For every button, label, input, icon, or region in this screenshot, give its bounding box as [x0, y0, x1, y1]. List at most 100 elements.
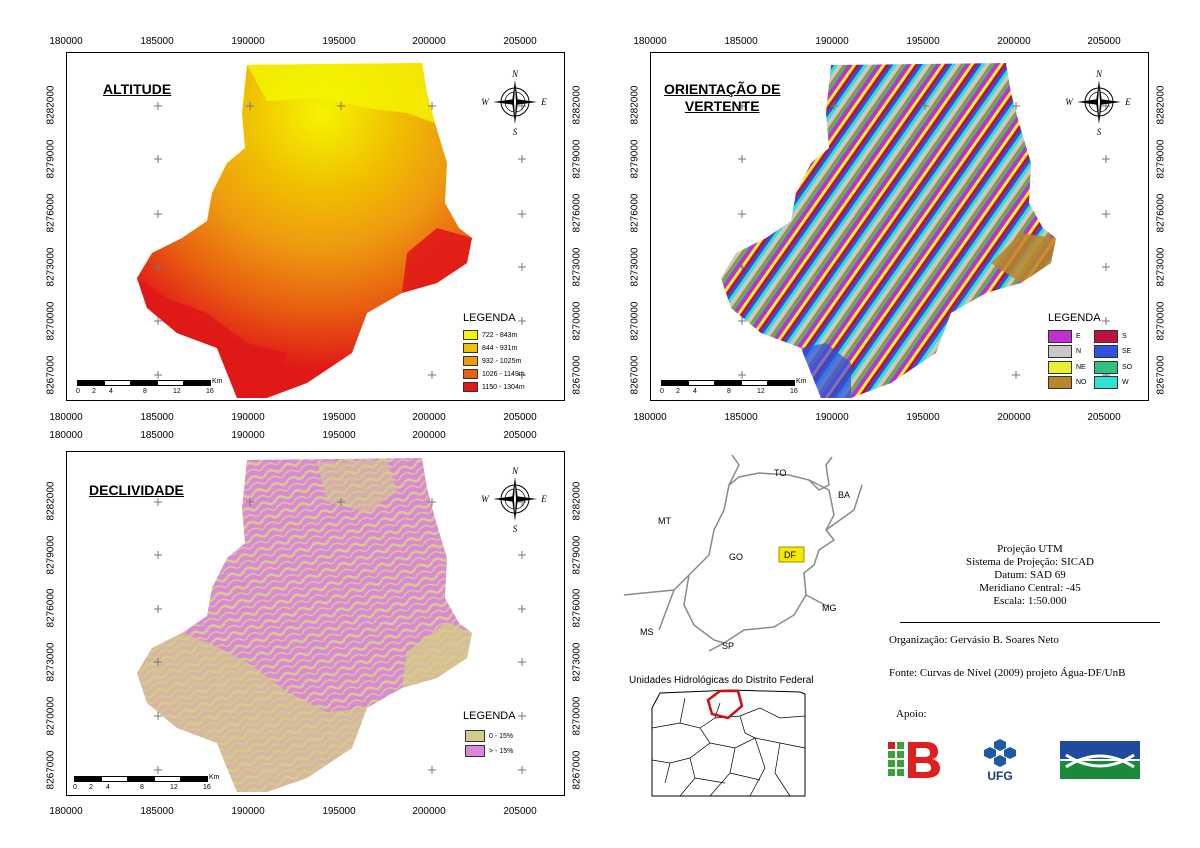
y-tick-label: 8270000 — [45, 696, 57, 736]
hydro-unit-selected — [706, 689, 744, 720]
y-tick-label: 8270000 — [629, 301, 641, 341]
legend-swatch — [463, 330, 478, 340]
x-tick-label: 185000 — [140, 806, 174, 817]
altitude-title: ALTITUDE — [103, 81, 172, 97]
x-tick-label: 200000 — [412, 430, 446, 441]
x-tick-label: 185000 — [140, 412, 174, 423]
scale-label: 4 — [106, 784, 110, 791]
orientacao-title-line1: ORIENTAÇÃO DE — [664, 81, 781, 97]
state-label-mg: MG — [822, 603, 837, 613]
x-tick-label: 195000 — [322, 412, 356, 423]
legend-item: NE — [1048, 361, 1086, 374]
system-text: Sistema de Projeção: SICAD — [965, 556, 1094, 568]
svg-text:E: E — [540, 494, 547, 504]
x-tick-label: 190000 — [231, 412, 265, 423]
orientacao-title-line2: VERTENTE — [684, 98, 760, 114]
scale-unit: Km — [212, 378, 223, 385]
x-tick-label: 190000 — [231, 36, 265, 47]
svg-text:S: S — [513, 524, 518, 534]
legend-swatch — [463, 369, 478, 379]
svg-text:N: N — [511, 466, 519, 476]
scale-unit: Km — [796, 378, 807, 385]
y-tick-label: 8282000 — [629, 85, 641, 125]
ufg-logo-text: UFG — [987, 769, 1012, 783]
y-tick-label: 8282000 — [571, 481, 583, 521]
orientacao-map-svg — [721, 63, 1110, 398]
y-tick-label: 8276000 — [45, 588, 57, 628]
orientacao-legend-title: LEGENDA — [1048, 312, 1101, 324]
altitude-map-frame: ALTITUDE N S W E LEGENDA 722 - 843m 844 … — [66, 52, 565, 401]
x-tick-label: 200000 — [412, 36, 446, 47]
x-tick-label: 190000 — [815, 412, 849, 423]
x-tick-label: 180000 — [633, 412, 667, 423]
state-label-mt: MT — [658, 516, 671, 526]
orientacao-title: ORIENTAÇÃO DE VERTENTE — [664, 81, 780, 115]
scale-label: 8 — [727, 388, 731, 395]
legend-item: 0 - 15% — [465, 730, 513, 742]
locator-map-states — [623, 455, 863, 652]
svg-text:W: W — [481, 494, 490, 504]
x-tick-label: 205000 — [503, 806, 537, 817]
support-text: Apoio: — [896, 708, 927, 720]
y-tick-label: 8279000 — [571, 535, 583, 575]
scale-label: 16 — [206, 388, 214, 395]
ifb-logo — [888, 742, 940, 778]
scale-bar — [661, 380, 795, 386]
y-tick-label: 8279000 — [45, 139, 57, 179]
y-tick-label: 8279000 — [571, 139, 583, 179]
compass-rose-icon: N S W E — [481, 466, 547, 534]
scale-label: 8 — [143, 388, 147, 395]
info-divider — [900, 622, 1160, 623]
projection-info: Projeção UTM Sistema de Projeção: SICAD … — [900, 543, 1160, 608]
x-tick-label: 195000 — [906, 412, 940, 423]
legend-item: N — [1048, 345, 1081, 358]
x-tick-label: 185000 — [140, 430, 174, 441]
compass-rose-icon: N S W E — [1065, 69, 1131, 137]
y-tick-label: 8267000 — [629, 355, 641, 395]
legend-item: > - 15% — [465, 745, 513, 757]
y-tick-label: 8273000 — [571, 642, 583, 682]
source-text: Fonte: Curvas de Nível (2009) projeto Ág… — [889, 667, 1126, 679]
y-tick-label: 8273000 — [629, 247, 641, 287]
x-tick-label: 180000 — [633, 36, 667, 47]
scale-label: 2 — [676, 388, 680, 395]
y-tick-label: 8270000 — [45, 301, 57, 341]
altitude-legend-title: LEGENDA — [463, 312, 516, 324]
state-label-ms: MS — [640, 627, 654, 637]
legend-item: 844 - 931m — [463, 343, 517, 353]
scale-text: Escala: 1:50.000 — [993, 595, 1067, 607]
unb-logo — [1060, 741, 1140, 779]
y-tick-label: 8273000 — [45, 642, 57, 682]
legend-item: 722 - 843m — [463, 330, 517, 340]
state-label-df: DF — [784, 550, 796, 560]
scale-label: 2 — [89, 784, 93, 791]
altitude-graticule — [154, 102, 526, 379]
x-tick-label: 180000 — [49, 806, 83, 817]
state-label-go: GO — [729, 552, 744, 562]
y-tick-label: 8282000 — [571, 85, 583, 125]
legend-swatch — [463, 382, 478, 392]
altitude-region — [137, 63, 472, 398]
x-tick-label: 205000 — [503, 36, 537, 47]
x-tick-label: 200000 — [997, 412, 1031, 423]
legend-item: 932 - 1025m — [463, 356, 521, 366]
y-tick-label: 8273000 — [571, 247, 583, 287]
svg-text:E: E — [540, 97, 547, 107]
y-tick-label: 8276000 — [629, 193, 641, 233]
legend-swatch — [463, 356, 478, 366]
y-tick-label: 8279000 — [1155, 139, 1167, 179]
declividade-map-svg — [137, 458, 526, 792]
declividade-legend-title: LEGENDA — [463, 710, 516, 722]
scale-label: 4 — [693, 388, 697, 395]
scale-label: 12 — [173, 388, 181, 395]
y-tick-label: 8267000 — [1155, 355, 1167, 395]
y-tick-label: 8276000 — [45, 193, 57, 233]
projection-text: Projeção UTM — [997, 543, 1063, 555]
x-tick-label: 185000 — [724, 36, 758, 47]
x-tick-label: 195000 — [322, 36, 356, 47]
compass-rose-icon: N S W E — [481, 69, 547, 137]
svg-text:W: W — [481, 97, 490, 107]
state-label-sp: SP — [722, 641, 735, 651]
y-tick-label: 8276000 — [571, 588, 583, 628]
x-tick-label: 180000 — [49, 412, 83, 423]
